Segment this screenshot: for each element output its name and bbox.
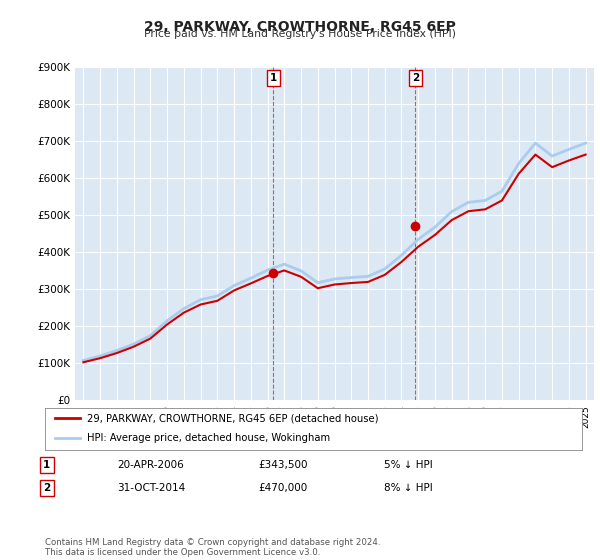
Text: 2: 2 [412, 73, 419, 83]
Text: 31-OCT-2014: 31-OCT-2014 [117, 483, 185, 493]
Text: 2: 2 [43, 483, 50, 493]
Text: £343,500: £343,500 [258, 460, 308, 470]
Text: Contains HM Land Registry data © Crown copyright and database right 2024.
This d: Contains HM Land Registry data © Crown c… [45, 538, 380, 557]
Text: 1: 1 [43, 460, 50, 470]
Text: 29, PARKWAY, CROWTHORNE, RG45 6EP (detached house): 29, PARKWAY, CROWTHORNE, RG45 6EP (detac… [87, 413, 379, 423]
Text: 20-APR-2006: 20-APR-2006 [117, 460, 184, 470]
Text: 29, PARKWAY, CROWTHORNE, RG45 6EP: 29, PARKWAY, CROWTHORNE, RG45 6EP [144, 20, 456, 34]
Text: £470,000: £470,000 [258, 483, 307, 493]
Text: 5% ↓ HPI: 5% ↓ HPI [384, 460, 433, 470]
Text: Price paid vs. HM Land Registry's House Price Index (HPI): Price paid vs. HM Land Registry's House … [144, 29, 456, 39]
Text: HPI: Average price, detached house, Wokingham: HPI: Average price, detached house, Woki… [87, 433, 330, 443]
Text: 8% ↓ HPI: 8% ↓ HPI [384, 483, 433, 493]
Text: 1: 1 [269, 73, 277, 83]
